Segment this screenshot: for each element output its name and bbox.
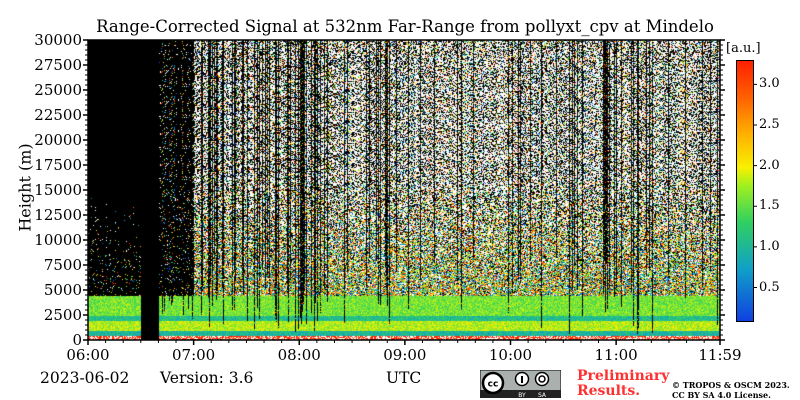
copyright-line1: © TROPOS & OSCM 2023.: [672, 380, 790, 390]
copyright-line2: CC BY SA 4.0 License.: [672, 390, 771, 400]
colorbar-tick-label: 0.5: [759, 279, 780, 295]
date-label: 2023-06-02: [40, 369, 130, 387]
x-tick-label: 10:00: [488, 346, 533, 364]
plot-frame: [87, 39, 721, 341]
x-tick-label: 11:59: [698, 346, 742, 364]
preliminary-line2: Results.: [577, 383, 641, 399]
y-tick-label: 0: [72, 331, 82, 349]
x-tick-label: 08:00: [277, 346, 321, 364]
x-tick-label: 06:00: [66, 346, 110, 364]
svg-text:SA: SA: [538, 392, 547, 398]
svg-text:cc: cc: [488, 380, 499, 390]
y-tick-label: 17500: [34, 156, 82, 174]
x-axis-label: UTC: [386, 369, 422, 387]
y-tick-label: 12500: [34, 206, 82, 224]
y-tick-label: 7500: [43, 256, 82, 274]
y-tick-label: 25000: [34, 81, 82, 99]
colorbar: [736, 60, 754, 322]
heatmap-plot: [88, 40, 720, 340]
y-tick-label: 27500: [34, 56, 82, 74]
y-tick-label: 5000: [43, 281, 82, 299]
colorbar-tick-label: 1.0: [759, 238, 780, 254]
y-tick-label: 20000: [34, 131, 82, 149]
preliminary-line1: Preliminary: [577, 368, 670, 384]
svg-text:BY: BY: [518, 392, 526, 398]
x-tick-label: 07:00: [172, 346, 216, 364]
cc-by-sa-logo: cc BY SA: [480, 370, 561, 398]
y-tick-label: 2500: [43, 306, 82, 324]
version-label: Version: 3.6: [160, 369, 254, 387]
y-tick-label: 15000: [34, 181, 82, 199]
y-tick-label: 10000: [34, 231, 82, 249]
colorbar-tick-label: 2.5: [759, 117, 780, 132]
y-tick-label: 22500: [34, 106, 82, 124]
chart-title: Range-Corrected Signal at 532nm Far-Rang…: [96, 17, 714, 36]
colorbar-tick-label: 2.0: [759, 157, 780, 173]
x-tick-label: 09:00: [383, 346, 427, 364]
colorbar-tick-label: 1.5: [759, 198, 780, 214]
copyright-notice: © TROPOS & OSCM 2023. CC BY SA 4.0 Licen…: [672, 380, 790, 400]
colorbar-label: [a.u.]: [726, 41, 761, 56]
colorbar-tick-label: 3.0: [759, 76, 780, 92]
preliminary-notice: Preliminary Results.: [577, 369, 669, 399]
x-tick-label: 11:00: [594, 346, 638, 364]
y-tick-label: 30000: [34, 31, 82, 49]
